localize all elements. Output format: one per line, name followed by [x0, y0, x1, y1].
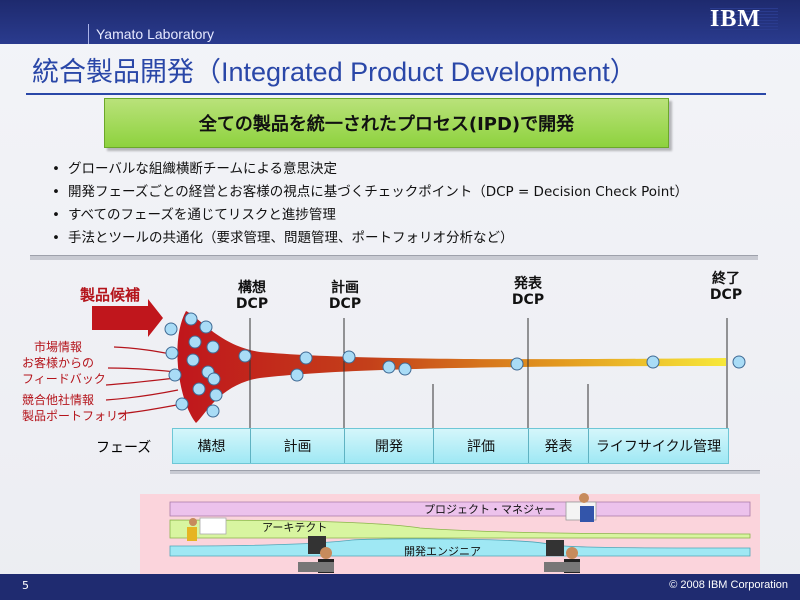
pm-lane-label: プロジェクト・マネジャー — [424, 503, 556, 516]
dcp-plan: 計画 DCP — [328, 280, 362, 312]
manager-figure — [565, 493, 597, 522]
banner-text: 全ての製品を統一されたプロセス(IPD)で開発 — [198, 114, 575, 135]
engineer-figure-1 — [298, 536, 334, 573]
header-bar: Yamato Laboratory IBM — [0, 0, 800, 44]
section-divider — [30, 255, 758, 260]
funnel-shape — [177, 311, 726, 423]
input-label-customer: お客様からの — [22, 356, 95, 370]
phase-row: 構想 計画 開発 評価 発表 ライフサイクル管理 — [172, 428, 729, 464]
bullet-item: すべてのフェーズを通じてリスクと進捗管理 — [52, 204, 792, 227]
header-divider — [88, 24, 89, 44]
title-rule — [26, 93, 766, 95]
dcp-concept: 構想 DCP — [235, 280, 269, 312]
phase-label: フェーズ — [96, 440, 152, 456]
phase-develop: 開発 — [345, 429, 434, 463]
slide-title: 統合製品開発（Integrated Product Development） — [32, 57, 637, 87]
dcp-launch: 発表 DCP — [511, 276, 545, 308]
copyright: © 2008 IBM Corporation — [669, 579, 788, 591]
bullet-item: グローバルな組織横断チームによる意思決定 — [52, 158, 792, 181]
footer-bar: 5 © 2008 IBM Corporation — [0, 574, 800, 600]
phase-concept: 構想 — [173, 429, 251, 463]
lab-name: Yamato Laboratory — [96, 26, 215, 42]
phase-plan: 計画 — [251, 429, 345, 463]
architect-figure — [187, 517, 227, 541]
dcp-end: 終了 DCP — [709, 271, 743, 303]
bullet-list: グローバルな組織横断チームによる意思決定 開発フェーズごとの経営とお客様の視点に… — [52, 158, 792, 250]
input-label-competitor: 競合他社情報 — [22, 393, 95, 407]
engineer-lane-label: 開発エンジニア — [404, 545, 481, 558]
banner-box: 全ての製品を統一されたプロセス(IPD)で開発 — [104, 98, 669, 148]
input-label-portfolio: 製品ポートフォリオ — [22, 409, 131, 423]
candidate-arrow — [92, 299, 163, 337]
page-number: 5 — [22, 579, 29, 592]
engineer-figure-2 — [544, 540, 580, 573]
architect-lane-label: アーキテクト — [262, 521, 328, 534]
phase-lifecycle: ライフサイクル管理 — [595, 439, 722, 455]
bullet-item: 手法とツールの共通化（要求管理、問題管理、ポートフォリオ分析など） — [52, 227, 792, 250]
ibm-logo: IBM — [710, 6, 778, 32]
phase-evaluate: 評価 — [434, 429, 529, 463]
section-divider-2 — [170, 470, 760, 474]
input-label-market: 市場情報 — [34, 340, 83, 354]
candidates-label: 製品候補 — [80, 286, 141, 304]
phase-launch: 発表 — [529, 429, 589, 463]
bullet-item: 開発フェーズごとの経営とお客様の視点に基づくチェックポイント（DCP = Dec… — [52, 181, 792, 204]
input-label-feedback: フィードバック — [22, 372, 106, 386]
idea-bubbles — [164, 312, 746, 418]
